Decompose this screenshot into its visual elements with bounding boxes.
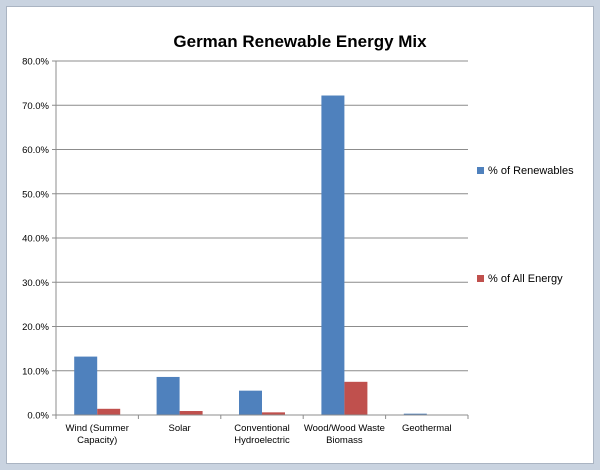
legend: % of Renewables % of All Energy (477, 165, 574, 285)
bars (74, 95, 427, 415)
gridlines (56, 60, 468, 416)
bar (97, 408, 121, 415)
bar (344, 381, 368, 415)
x-tick-label: Wood/Wood Waste Biomass (304, 423, 385, 446)
y-tick-label: 50.0% (22, 189, 49, 200)
chart-title: German Renewable Energy Mix (173, 32, 427, 51)
y-tick-label: 10.0% (22, 366, 49, 377)
x-tick-label: Solar (169, 423, 191, 434)
legend-swatch (477, 275, 484, 282)
bar (262, 412, 285, 415)
x-tick-label: Conventional Hydroelectric (234, 423, 290, 446)
y-tick-label: 80.0% (22, 57, 49, 68)
y-tick-label: 70.0% (22, 101, 49, 112)
y-tick-label: 60.0% (22, 145, 49, 156)
y-axis: 0.0% 10.0% 20.0% 30.0% 40.0% 50.0% 60.0% 70.0% 8… (22, 57, 57, 422)
y-tick-label: 30.0% (22, 278, 49, 289)
bar (321, 95, 345, 415)
x-tick-label: Geothermal (402, 423, 452, 434)
legend-label: % of Renewables (488, 165, 574, 177)
bar (156, 376, 180, 415)
bar (74, 356, 98, 415)
y-tick-label: 20.0% (22, 322, 49, 333)
y-tick-label: 40.0% (22, 234, 49, 245)
legend-swatch (477, 167, 484, 174)
y-tick-label: 0.0% (27, 411, 49, 422)
legend-label: % of All Energy (488, 273, 563, 285)
x-tick-label: Wind (Summer Capacity) (66, 423, 129, 446)
chart-frame: German Renewable Energy Mix 0.0% 10.0% 20.… (6, 6, 594, 464)
bar (239, 390, 262, 415)
bar (179, 411, 203, 415)
x-axis: Wind (Summer Capacity) Solar Conventional Hy… (55, 414, 469, 446)
bar (403, 413, 427, 415)
bar-chart: German Renewable Energy Mix 0.0% 10.0% 20.… (22, 32, 574, 446)
